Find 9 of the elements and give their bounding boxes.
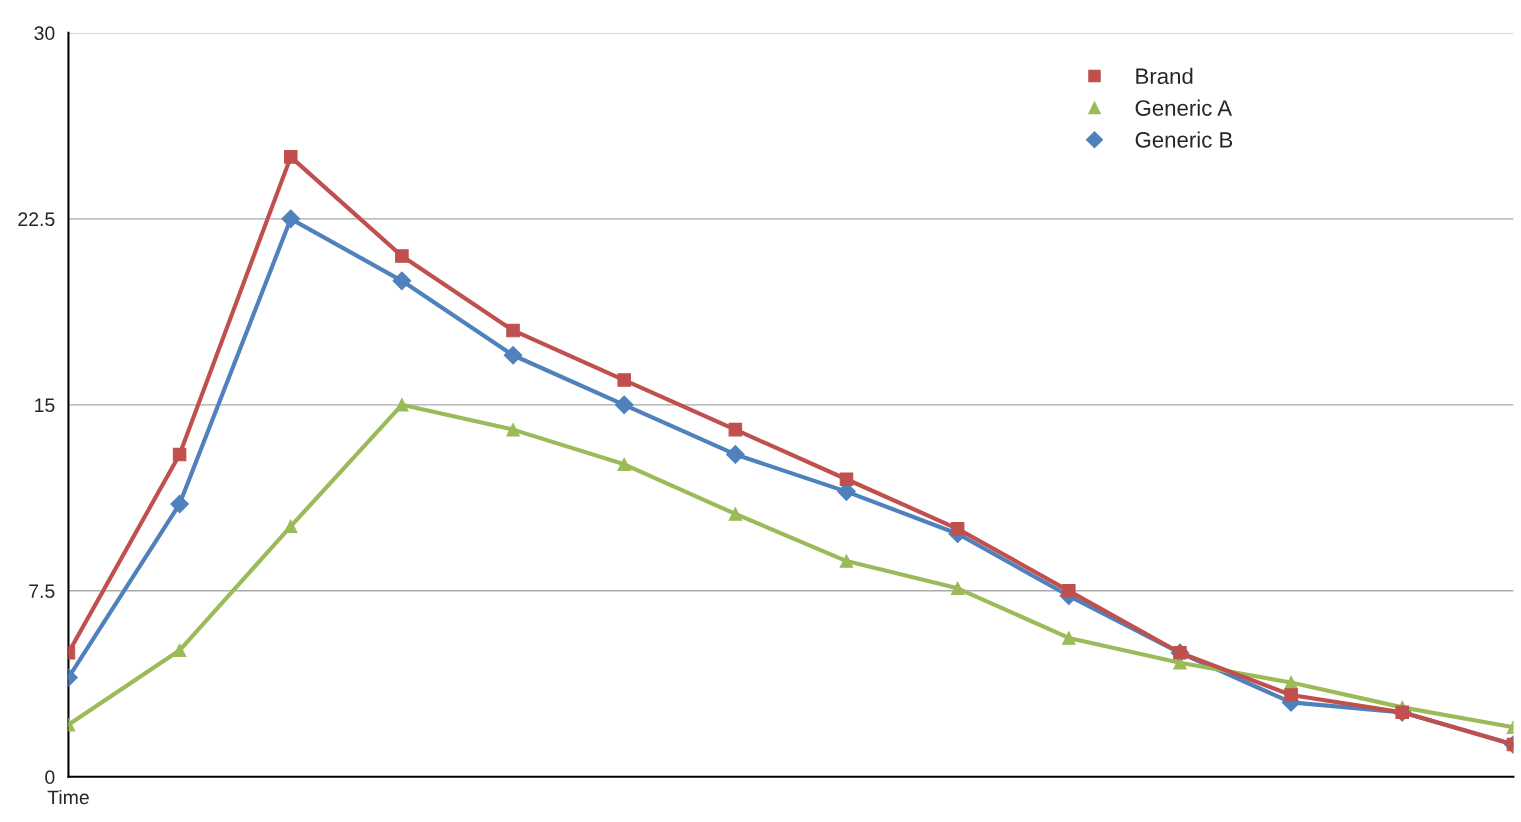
y-tick-label: 30	[34, 26, 55, 41]
y-tick-label: 0	[45, 770, 55, 785]
legend-label: Generic B	[1135, 131, 1233, 148]
y-tick-label: 22.5	[18, 212, 55, 227]
y-tick-label: 15	[35, 398, 55, 413]
legend-label: Brand	[1136, 67, 1193, 85]
x-tick-label: Time	[47, 789, 89, 805]
legend-label: Generic A	[1135, 99, 1233, 116]
y-tick-label: 7.5	[29, 584, 55, 599]
